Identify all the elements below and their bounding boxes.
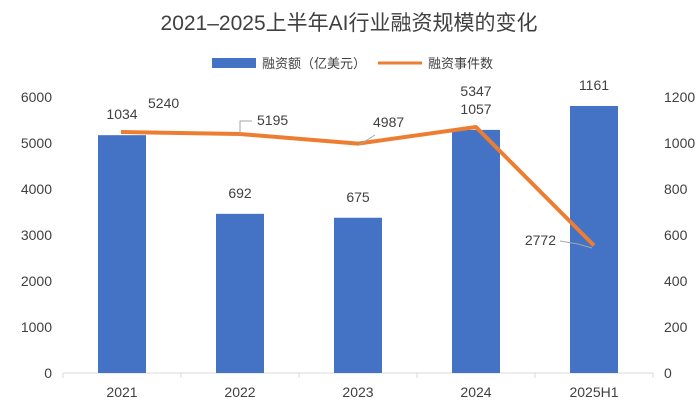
data-label-leader-line — [559, 240, 593, 249]
x-tick-label: 2024 — [460, 384, 491, 400]
bar-data-label: 1057 — [460, 101, 491, 117]
legend: 融资额（亿美元） 融资事件数 — [212, 56, 493, 71]
y-right-tick-label: 1000 — [664, 135, 695, 151]
y-right-tick-label: 0 — [664, 365, 672, 381]
bar-data-label: 675 — [346, 189, 370, 205]
bar — [98, 135, 146, 373]
line-data-label: 4987 — [373, 114, 404, 130]
line-data-label: 5195 — [257, 112, 288, 128]
line-data-label: 2772 — [525, 232, 556, 248]
y-right-tick-label: 800 — [664, 181, 688, 197]
x-tick-label: 2021 — [106, 384, 137, 400]
legend-bar-swatch — [212, 58, 256, 68]
bar — [334, 217, 382, 373]
y-left-tick-label: 6000 — [21, 89, 52, 105]
line-data-label: 5347 — [460, 83, 491, 99]
y-right-tick-label: 1200 — [664, 89, 695, 105]
y-left-tick-label: 2000 — [21, 273, 52, 289]
y-right-tick-label: 200 — [664, 319, 688, 335]
legend-bar-label: 融资额（亿美元） — [262, 56, 366, 71]
x-tick-label: 2025H1 — [569, 384, 618, 400]
y-right-tick-label: 600 — [664, 227, 688, 243]
data-label-leader-line — [358, 134, 376, 146]
bar — [452, 129, 500, 373]
bar-data-label: 692 — [228, 185, 252, 201]
line-data-label: 5240 — [148, 95, 179, 111]
y-left-tick-label: 1000 — [21, 319, 52, 335]
y-left-tick-label: 0 — [44, 365, 52, 381]
bar-data-label: 1034 — [106, 106, 137, 122]
data-label-leader-line — [239, 120, 252, 134]
x-tick-label: 2022 — [224, 384, 255, 400]
bar — [216, 213, 264, 373]
chart-title: 2021–2025上半年AI行业融资规模的变化 — [161, 12, 538, 35]
bar — [570, 105, 618, 373]
legend-line-label: 融资事件数 — [428, 56, 493, 71]
line-series — [120, 125, 596, 247]
x-tick-label: 2023 — [342, 384, 373, 400]
y-right-tick-label: 400 — [664, 273, 688, 289]
y-left-tick-label: 5000 — [21, 135, 52, 151]
bar-data-label: 1161 — [579, 77, 609, 93]
y-left-tick-label: 4000 — [21, 181, 52, 197]
y-left-tick-label: 3000 — [21, 227, 52, 243]
